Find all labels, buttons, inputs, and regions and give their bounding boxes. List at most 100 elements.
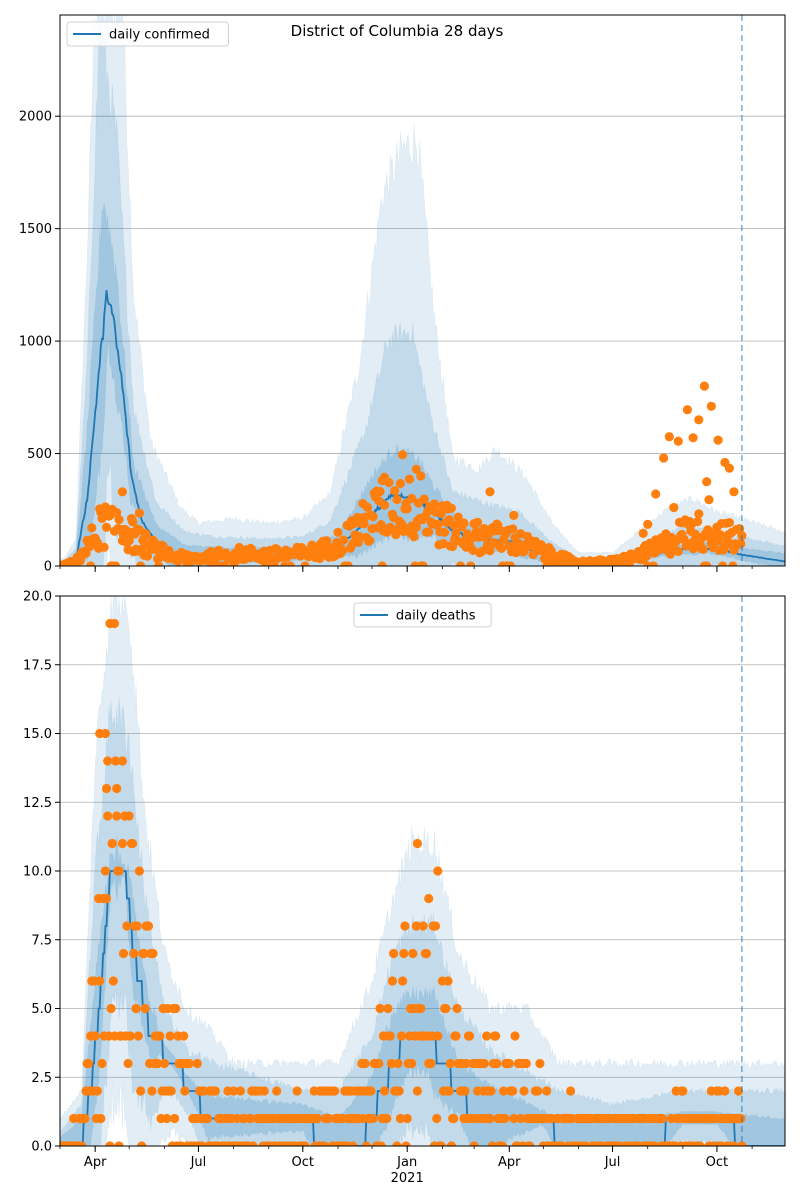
observed-point (100, 866, 110, 876)
observed-point (248, 1141, 258, 1146)
observed-point (466, 561, 476, 566)
observed-point (171, 1003, 181, 1014)
observed-point (542, 1086, 552, 1096)
observed-point (330, 1086, 340, 1096)
observed-point (737, 1141, 747, 1146)
x-year-label: 2021 (391, 1171, 424, 1186)
observed-point (366, 1086, 376, 1096)
observed-point (112, 811, 122, 821)
observed-point (197, 1141, 207, 1146)
observed-point (117, 487, 127, 497)
observed-point (292, 1086, 302, 1096)
observed-point (379, 500, 390, 510)
observed-point (377, 561, 387, 566)
observed-point (499, 1086, 509, 1096)
observed-point (492, 1058, 502, 1069)
observed-point (131, 1003, 141, 1014)
observed-point (451, 1031, 461, 1041)
observed-point (469, 1141, 479, 1146)
observed-point (449, 1113, 459, 1124)
observed-point (487, 1141, 497, 1146)
observed-point (319, 1141, 329, 1146)
observed-point (229, 1086, 239, 1096)
observed-point (694, 415, 704, 425)
observed-point (418, 561, 428, 566)
observed-point (136, 1086, 146, 1096)
observed-point (398, 976, 408, 986)
observed-point (505, 561, 515, 566)
observed-point (107, 838, 117, 849)
observed-point (399, 948, 409, 959)
observed-point (101, 522, 112, 532)
observed-point (122, 921, 132, 931)
observed-point (101, 783, 112, 794)
observed-point (436, 1141, 446, 1146)
observed-point (395, 1113, 405, 1124)
observed-point (379, 472, 390, 482)
observed-point (444, 1086, 454, 1096)
observed-point (455, 561, 466, 566)
observed-point (566, 1086, 576, 1096)
observed-point (114, 515, 124, 525)
chart-title: District of Columbia 28 days (291, 22, 504, 40)
observed-point (728, 561, 738, 566)
observed-point (83, 1058, 93, 1069)
observed-point (374, 1058, 384, 1069)
observed-point (108, 976, 118, 986)
observed-point (659, 453, 669, 463)
observed-point (451, 528, 461, 539)
observed-points (60, 618, 747, 1146)
observed-point (491, 1031, 501, 1041)
uncertainty-band-1 (60, 15, 785, 566)
observed-point (703, 525, 713, 535)
observed-point (379, 1086, 390, 1096)
observed-point (651, 489, 661, 499)
observed-point (114, 866, 124, 876)
observed-point (134, 508, 144, 518)
observed-point (155, 1031, 165, 1041)
observed-point (418, 921, 428, 931)
observed-point (385, 1031, 395, 1041)
observed-point (202, 1113, 213, 1124)
observed-point (421, 948, 432, 959)
observed-point (416, 471, 426, 481)
observed-point (724, 463, 735, 473)
observed-point (718, 561, 728, 566)
observed-point (389, 948, 399, 959)
observed-point (365, 536, 375, 546)
y-tick-label: 500 (27, 447, 52, 462)
plot-area (60, 15, 785, 566)
observed-point (407, 493, 417, 504)
observed-point (426, 1058, 436, 1069)
observed-point (129, 948, 139, 959)
observed-point (184, 1058, 194, 1069)
observed-point (693, 517, 703, 527)
observed-point (368, 1113, 378, 1124)
observed-point (485, 546, 495, 556)
observed-point (111, 756, 121, 766)
observed-point (433, 866, 443, 876)
x-tick-label: Apr (84, 1155, 107, 1170)
observed-point (516, 1113, 526, 1124)
observed-point (210, 1086, 220, 1096)
observed-point (673, 436, 683, 446)
observed-point (128, 838, 138, 849)
y-tick-label: 1000 (19, 335, 52, 350)
observed-point (702, 561, 712, 566)
observed-point (638, 528, 648, 539)
observed-point (432, 1113, 442, 1124)
observed-point (736, 1113, 746, 1124)
observed-point (465, 1031, 475, 1041)
observed-point (300, 1141, 310, 1146)
observed-point (111, 561, 121, 566)
observed-point (649, 1141, 660, 1146)
observed-point (80, 1113, 90, 1124)
axes-frame (59, 14, 786, 567)
observed-point (123, 1058, 133, 1069)
observed-point (396, 519, 407, 529)
observed-point (394, 1086, 404, 1096)
observed-points (60, 381, 747, 566)
observed-point (411, 464, 421, 474)
observed-point (133, 1031, 143, 1041)
